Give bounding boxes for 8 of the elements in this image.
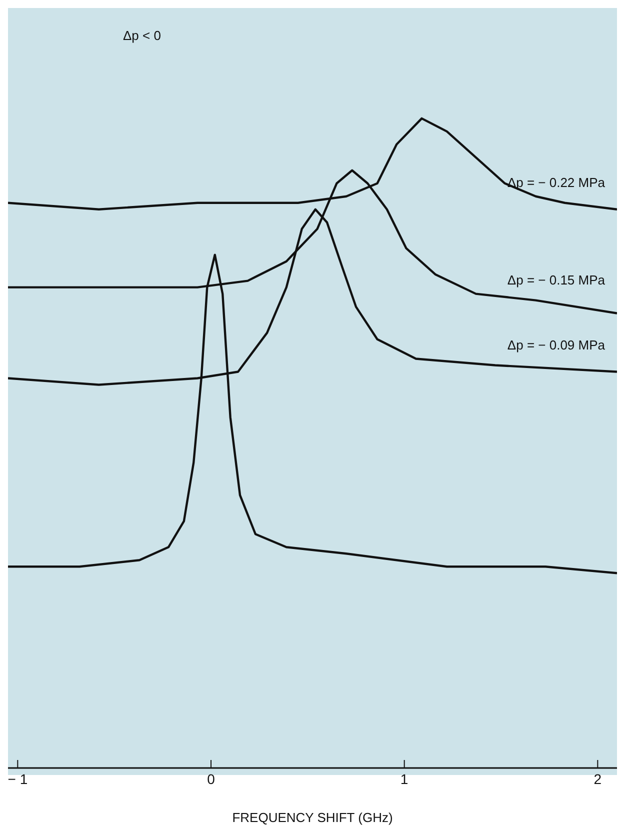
x-tick-label: 2 [594,770,602,787]
x-tick-label: 0 [207,770,216,787]
text: Δp < 0 [123,28,161,43]
x-tick-label: − 1 [8,770,28,787]
series-label: Δp = − 0.09 MPa [507,337,606,352]
x-axis-title: FREQUENCY SHIFT (GHz) [232,810,393,825]
x-tick-label: 1 [400,770,408,787]
series-label: Δp = − 0.15 MPa [507,272,606,288]
